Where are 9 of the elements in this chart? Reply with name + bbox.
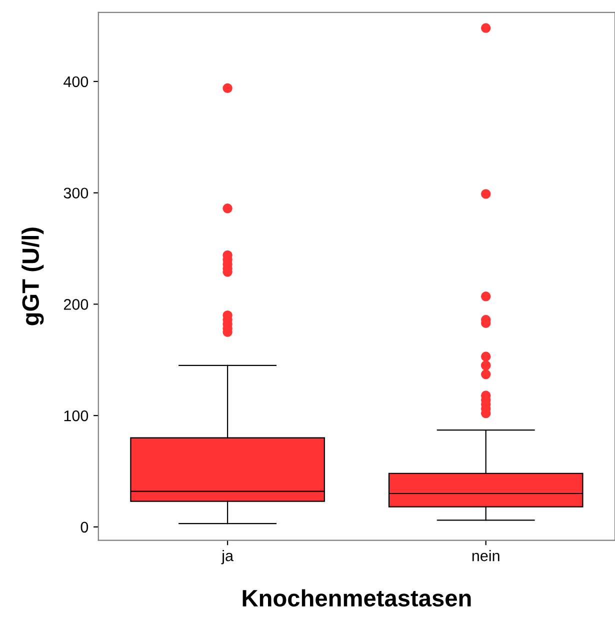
y-axis-title: gGT (U/l) bbox=[22, 228, 44, 326]
x-tick-label: ja bbox=[221, 550, 234, 564]
x-axis-title: Knochenmetastasen bbox=[242, 589, 471, 607]
y-tick-label: 200 bbox=[64, 299, 88, 310]
y-tick-label: 300 bbox=[64, 188, 88, 199]
y-tick-label: 0 bbox=[80, 522, 88, 533]
y-tick-label: 100 bbox=[64, 410, 88, 422]
y-tick-label: 400 bbox=[64, 76, 88, 88]
x-tick-label: nein bbox=[472, 550, 500, 562]
